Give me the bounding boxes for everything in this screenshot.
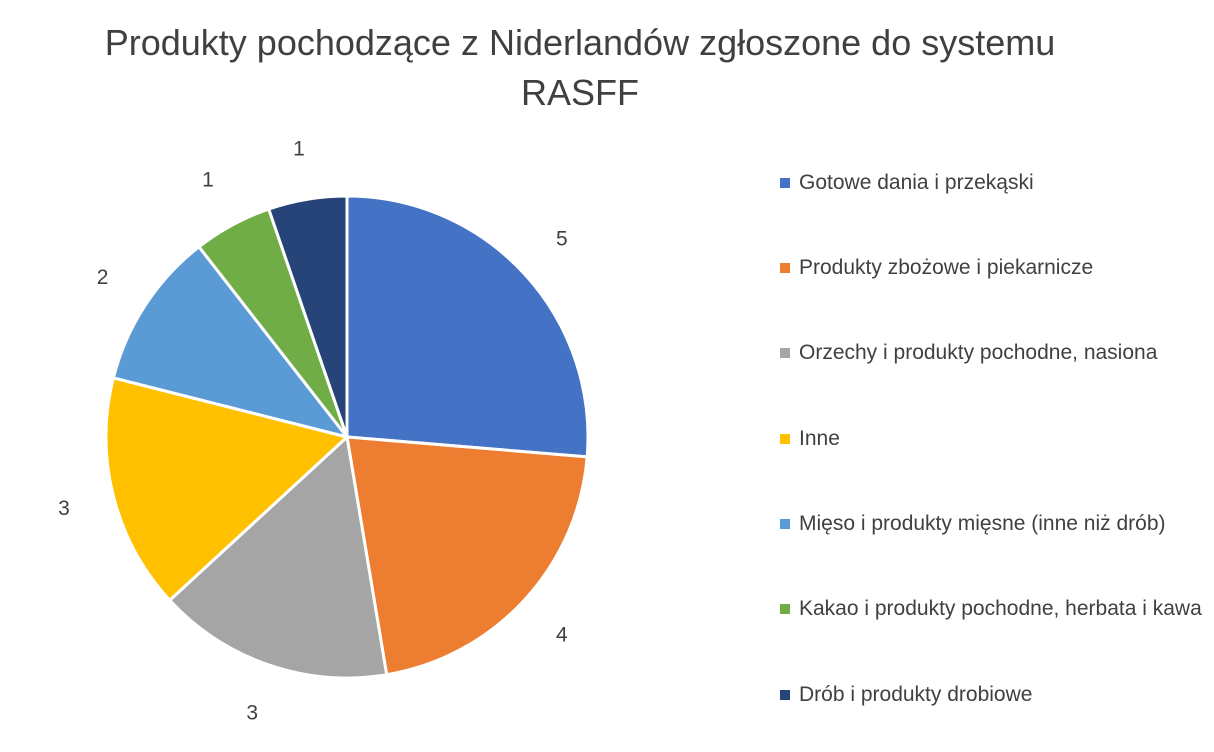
pie-slice [345, 435, 589, 677]
pie-chart: 5 4 3 3 2 1 1 [58, 137, 590, 725]
pie-slice [345, 194, 590, 459]
legend-label: Gotowe dania i przekąski [799, 171, 1034, 194]
legend-swatch [780, 263, 790, 273]
legend-label: Orzechy i produkty pochodne, nasiona [799, 341, 1158, 364]
chart-title-line-2: RASFF [520, 72, 639, 113]
pie-slice [104, 376, 349, 602]
legend-swatch [780, 178, 790, 188]
pie-slice [267, 194, 349, 439]
data-label: 3 [58, 497, 70, 520]
pie-slice [168, 435, 389, 680]
legend-label: Drób i produkty drobiowe [799, 683, 1033, 706]
pie-slice [111, 245, 349, 439]
legend-swatch [780, 519, 790, 529]
legend-swatch [780, 690, 790, 700]
legend-label: Produkty zbożowe i piekarnicze [799, 256, 1094, 279]
legend-swatch [780, 434, 790, 444]
data-label: 3 [246, 702, 258, 725]
legend-label: Inne [799, 427, 840, 450]
legend-label: Mięso i produkty mięsne (inne niż drób) [799, 512, 1166, 535]
data-label: 2 [97, 266, 109, 289]
legend-label: Kakao i produkty pochodne, herbata i kaw… [799, 597, 1202, 620]
legend-swatch [780, 348, 790, 358]
chart-title-line-1: Produkty pochodzące z Niderlandów zgłosz… [104, 22, 1056, 63]
legend-swatch [780, 604, 790, 614]
data-label: 1 [202, 169, 214, 192]
data-label: 1 [293, 137, 305, 160]
data-label: 5 [556, 228, 568, 251]
data-label: 4 [556, 623, 568, 646]
